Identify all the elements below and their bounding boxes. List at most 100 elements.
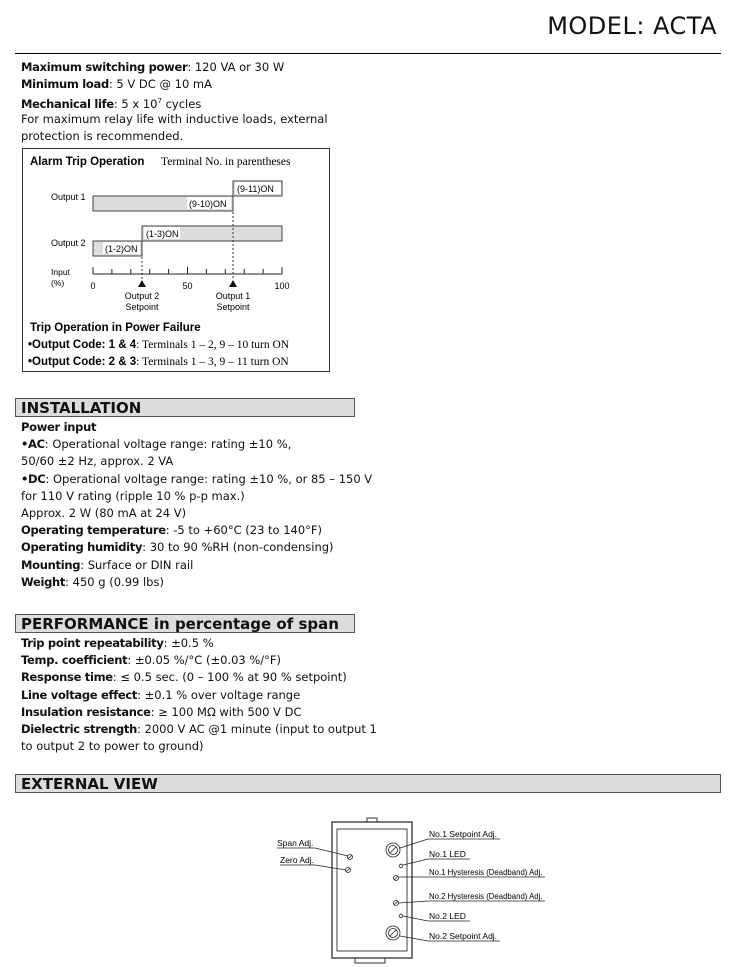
span-adj-label: Span Adj. [277, 838, 313, 848]
hys1-adj-label: No.1 Hysteresis (Deadband) Adj. [429, 868, 543, 877]
sp1-label-1: Output 1 [216, 291, 251, 301]
output2-label: Output 2 [51, 238, 86, 248]
spec-line: Operating humidity: 30 to 90 %RH (non-co… [21, 539, 334, 556]
tick-100: 100 [274, 281, 289, 291]
spec-value: 50/60 ±2 Hz, approx. 2 VA [21, 454, 174, 469]
zero-adj-label: Zero Adj. [280, 855, 314, 865]
spec-line: Trip point repeatability: ±0.5 % [21, 635, 214, 652]
housing-outline [331, 821, 413, 959]
sp2-arrow-icon [138, 280, 146, 287]
external-view-header: EXTERNAL VIEW [15, 774, 721, 793]
sp2-label-2: Setpoint [125, 302, 159, 312]
spec-value: for 110 V rating (ripple 10 % p-p max.) [21, 488, 245, 503]
spec-value: : ±0.5 % [163, 636, 214, 650]
spec-line: •AC: Operational voltage range: rating ±… [21, 436, 291, 453]
model-title: MODEL: ACTA [547, 12, 717, 40]
spec-line: Temp. coefficient: ±0.05 %/°C (±0.03 %/°… [21, 652, 281, 669]
spec-label: Response time [21, 670, 113, 685]
bottom-connector [354, 957, 386, 964]
spec-exponent: 7 [157, 97, 162, 106]
spec-label: Temp. coefficient [21, 653, 128, 668]
spec-line: Minimum load: 5 V DC @ 10 mA [21, 76, 212, 93]
spec-label: Dielectric strength [21, 722, 137, 736]
spec-value: For maximum relay life with inductive lo… [21, 111, 328, 126]
led2-label: No.2 LED [429, 911, 466, 921]
power-fail-2: •Output Code: 2 & 3: Terminals 1 – 3, 9 … [28, 356, 289, 368]
spec-line: to output 2 to power to ground) [21, 738, 204, 755]
spec-value: : -5 to +60°C (23 to 140°F) [165, 523, 323, 538]
output1-label: Output 1 [51, 192, 86, 202]
spec-label: Operating temperature [21, 523, 166, 538]
power-fail-title: Trip Operation in Power Failure [30, 322, 201, 334]
tick-0: 0 [90, 281, 95, 291]
spec-label: Operating humidity [21, 540, 143, 555]
spec-line: protection is recommended. [21, 128, 183, 145]
led1-label: No.1 LED [429, 849, 466, 859]
spec-line: 50/60 ±2 Hz, approx. 2 VA [21, 453, 173, 470]
spec-label: Trip point repeatability [21, 636, 164, 650]
spec-label: Insulation resistance [21, 704, 151, 719]
spec-line: Insulation resistance: ≥ 100 MΩ with 500… [21, 704, 301, 721]
sp1-arrow-icon [229, 280, 237, 287]
spec-label: Line voltage effect [21, 687, 138, 702]
alarm-subtitle: Terminal No. in parentheses [161, 156, 291, 168]
spec-line: For maximum relay life with inductive lo… [21, 111, 328, 128]
spec-line: Weight: 450 g (0.99 lbs) [21, 574, 164, 591]
spec-label: Power input [21, 420, 97, 434]
alarm-trip-box: Alarm Trip Operation Terminal No. in par… [22, 148, 330, 372]
spec-line: Mechanical life: 5 x 107 cycles [21, 93, 201, 113]
spec-label: •AC [21, 437, 45, 452]
spec-label: Mechanical life [21, 97, 114, 112]
input-label: Input [51, 267, 71, 277]
spec-value: : 2000 V AC @1 minute (input to output 1 [137, 722, 377, 736]
spec-label: Mounting [21, 557, 81, 572]
spec-line: Dielectric strength: 2000 V AC @1 minute… [21, 721, 377, 738]
spec-value: : ±0.1 % over voltage range [137, 687, 301, 702]
spec-label: Maximum switching power [21, 60, 188, 74]
spec-value: : ≥ 100 MΩ with 500 V DC [150, 704, 302, 719]
o1-low-label: (9-10)ON [189, 199, 227, 209]
spec-value: : 120 VA or 30 W [187, 60, 285, 74]
input-axis [92, 267, 283, 275]
spec-line: Approx. 2 W (80 mA at 24 V) [21, 505, 186, 522]
sp1-adj-label: No.1 Setpoint Adj. [429, 829, 497, 839]
o1-high-label: (9-11)ON [237, 184, 274, 194]
installation-header: INSTALLATION [15, 398, 355, 417]
spec-value-tail: cycles [161, 97, 202, 112]
power-fail-1: •Output Code: 1 & 4: Terminals 1 – 2, 9 … [28, 339, 290, 351]
spec-line: for 110 V rating (ripple 10 % p-p max.) [21, 488, 245, 505]
spec-line: Operating temperature: -5 to +60°C (23 t… [21, 522, 322, 539]
sp1-label-2: Setpoint [216, 302, 250, 312]
o2-low-label: (1-2)ON [105, 244, 138, 254]
spec-value: Approx. 2 W (80 mA at 24 V) [21, 506, 187, 520]
spec-label: Weight [21, 574, 66, 589]
alarm-title: Alarm Trip Operation [30, 156, 144, 168]
spec-value: : 30 to 90 %RH (non-condensing) [142, 540, 334, 555]
spec-line: Response time: ≤ 0.5 sec. (0 – 100 % at … [21, 669, 347, 686]
spec-value: : Surface or DIN rail [80, 557, 194, 572]
sp2-label-1: Output 2 [125, 291, 160, 301]
spec-line: Mounting: Surface or DIN rail [21, 557, 193, 574]
spec-line: Line voltage effect: ±0.1 % over voltage… [21, 687, 300, 704]
spec-label: •DC [21, 471, 46, 486]
performance-header: PERFORMANCE in percentage of span [15, 614, 355, 633]
tick-50: 50 [182, 281, 192, 291]
spec-value: protection is recommended. [21, 128, 184, 143]
spec-value: : ≤ 0.5 sec. (0 – 100 % at 90 % setpoint… [112, 670, 347, 685]
hys2-adj-label: No.2 Hysteresis (Deadband) Adj. [429, 892, 543, 901]
spec-value: : Operational voltage range: rating ±10 … [45, 471, 373, 486]
header-rule [15, 53, 721, 54]
spec-value: : 450 g (0.99 lbs) [65, 574, 164, 589]
spec-value: to output 2 to power to ground) [21, 739, 204, 754]
external-view-diagram: Span Adj. Zero Adj. No.1 Setpoint Adj. N… [277, 817, 545, 964]
alarm-trip-diagram: Alarm Trip Operation Terminal No. in par… [28, 156, 291, 368]
spec-value: : ±0.05 %/°C (±0.03 %/°F) [127, 653, 282, 668]
spec-line: Power input [21, 419, 96, 436]
spec-value: : Operational voltage range: rating ±10 … [44, 437, 292, 452]
spec-label: Minimum load [21, 77, 109, 92]
sp2-adj-label: No.2 Setpoint Adj. [429, 931, 497, 941]
spec-value: : 5 V DC @ 10 mA [108, 77, 212, 92]
input-unit: (%) [51, 278, 64, 288]
o2-high-label: (1-3)ON [146, 229, 179, 239]
